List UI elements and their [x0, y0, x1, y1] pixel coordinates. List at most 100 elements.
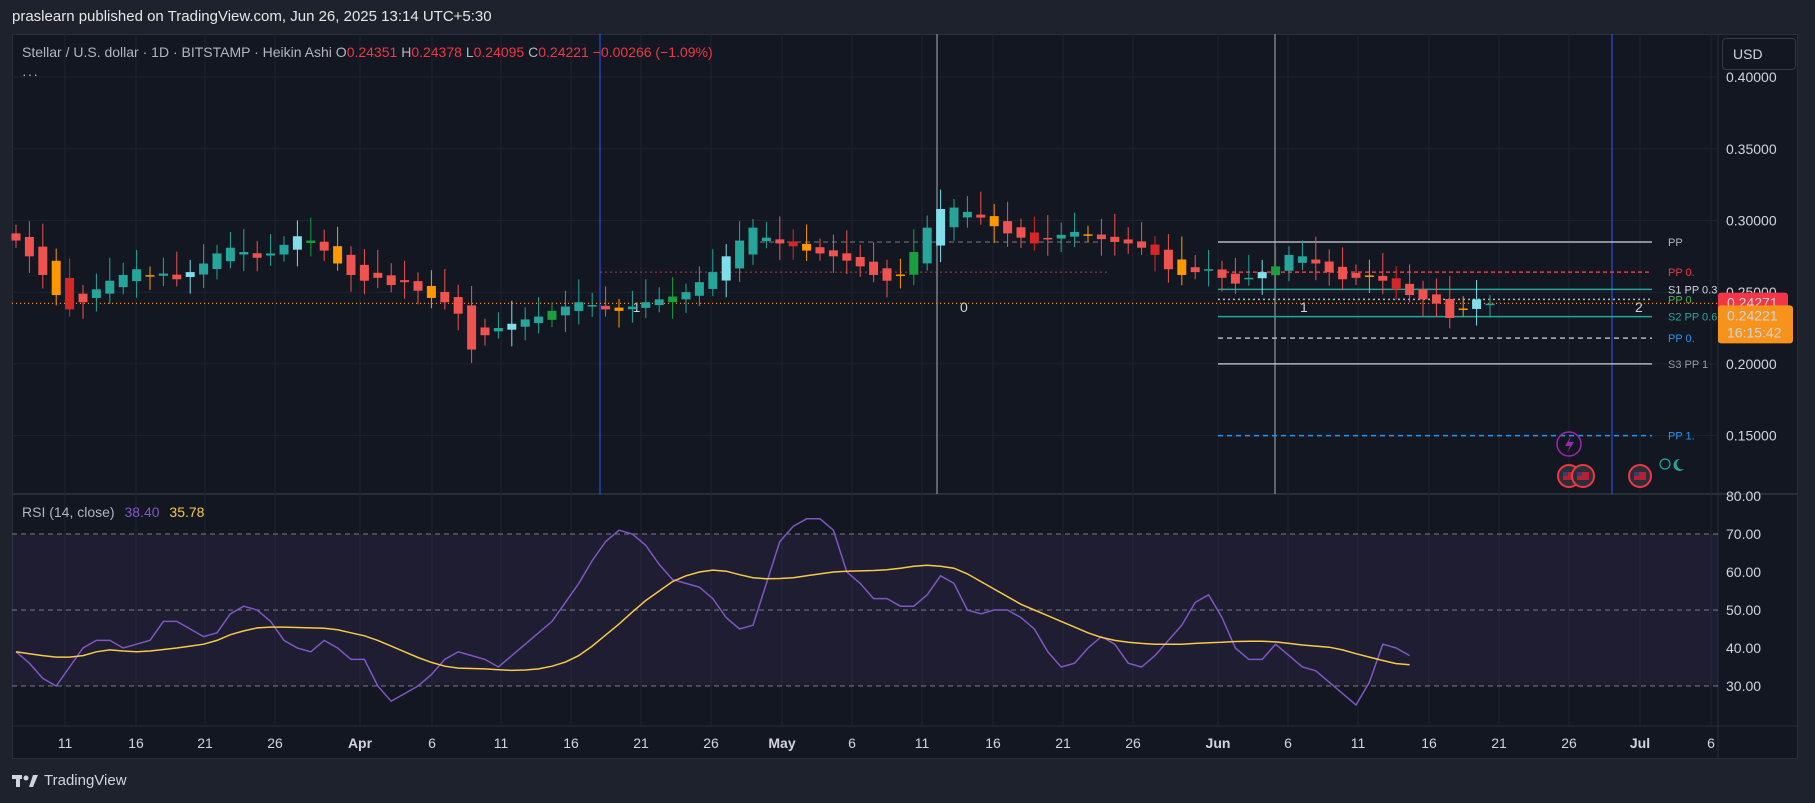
candle-body: [1485, 303, 1495, 306]
rsi-value: 38.40: [124, 504, 160, 520]
x-tick-label: Apr: [348, 735, 373, 751]
candle-body: [1083, 234, 1093, 236]
rsi-label: RSI (14, close): [22, 504, 115, 520]
candle-body: [949, 207, 959, 228]
candle-body: [601, 305, 611, 310]
candle-body: [373, 272, 383, 278]
high-value: 0.24378: [411, 44, 462, 60]
x-tick-label: Jun: [1206, 735, 1231, 751]
candle-body: [1297, 256, 1307, 263]
change-value: −0.00266 (−1.09%): [592, 44, 713, 60]
y-tick-label: 0.40000: [1726, 69, 1777, 85]
x-tick-label: Jul: [1630, 735, 1650, 751]
candle-body: [507, 323, 517, 330]
x-tick-label: 6: [428, 735, 436, 751]
x-tick-label: 21: [1491, 735, 1507, 751]
x-tick-label: 11: [915, 735, 930, 751]
currency-button[interactable]: USD: [1722, 38, 1796, 70]
candle-body: [24, 236, 34, 257]
candle-body: [158, 273, 168, 276]
candle-body: [895, 274, 905, 277]
published-banner: praslearn published on TradingView.com, …: [12, 8, 492, 25]
candle-body: [976, 214, 986, 218]
moon-icon: [1673, 458, 1684, 471]
candle-body: [574, 302, 584, 311]
candle-body: [132, 269, 142, 282]
footer-brand[interactable]: TradingView: [44, 772, 127, 789]
rsi-tick-label: 40.00: [1726, 640, 1761, 656]
rsi-legend: RSI (14, close) 38.40 35.78: [22, 504, 204, 520]
candle-body: [842, 253, 852, 261]
candle-body: [1204, 269, 1214, 271]
y-tick-label: 0.15000: [1726, 428, 1777, 444]
candle-body: [654, 299, 664, 306]
candle-body: [1472, 299, 1482, 309]
candle-body: [534, 316, 544, 324]
candle-body: [1230, 273, 1240, 284]
lightning-bolt-icon: [1565, 436, 1574, 453]
more-icon[interactable]: ···: [22, 66, 39, 82]
rsi-tick-label: 30.00: [1726, 678, 1761, 694]
x-tick-label: May: [768, 735, 795, 751]
candle-body: [1324, 261, 1334, 273]
cycle-marker-label: 2: [1635, 299, 1643, 315]
us-flag-icon: [1577, 472, 1589, 480]
candle-body: [882, 268, 892, 281]
y-tick-label: 0.35000: [1726, 141, 1777, 157]
candle-body: [547, 310, 557, 320]
close-label: C: [528, 44, 539, 60]
candle-body: [145, 275, 155, 277]
candle-body: [1043, 237, 1053, 240]
candle-body: [493, 328, 503, 332]
chart-frame: [12, 34, 1798, 759]
candle-body: [989, 216, 999, 227]
pivot-label: PP: [1668, 237, 1683, 249]
overlay-lines: -1012PPPP 0.S1 PP 0.3PP 0.S2 PP 0.6PP 0.…: [12, 34, 1718, 494]
x-tick-label: 6: [1707, 735, 1715, 751]
candle-body: [855, 256, 865, 267]
candle-body: [909, 252, 919, 275]
pivot-label: PP 0.: [1668, 333, 1695, 345]
candle-body: [1364, 275, 1374, 277]
candle-body: [1418, 289, 1428, 300]
lightning-icon: [1556, 431, 1582, 457]
x-tick-label: 11: [1351, 735, 1366, 751]
candle-body: [252, 253, 262, 258]
tradingview-logo-icon[interactable]: [12, 774, 38, 788]
candle-body: [453, 297, 463, 314]
x-tick-label: 21: [197, 735, 213, 751]
candle-body: [413, 281, 423, 291]
candle-body: [708, 272, 718, 289]
candle-body: [1150, 244, 1160, 255]
candle-body: [105, 280, 115, 294]
x-tick-label: 26: [1125, 735, 1141, 751]
candle-body: [400, 280, 410, 283]
x-tick-label: 16: [563, 735, 579, 751]
x-tick-label: 16: [985, 735, 1001, 751]
sun-icon: [1659, 458, 1671, 470]
candle-body: [306, 240, 316, 243]
open-label: O: [335, 44, 347, 60]
candle-body: [735, 240, 745, 269]
rsi-tick-label: 50.00: [1726, 602, 1761, 618]
rsi-tick-label: 60.00: [1726, 564, 1761, 580]
candle-body: [1029, 232, 1039, 244]
footer: TradingView: [12, 772, 127, 789]
candle-body: [333, 246, 343, 264]
candle-body: [1378, 275, 1388, 281]
pivot-label: S3 PP 1: [1668, 359, 1708, 371]
candle-body: [172, 274, 182, 280]
candle-body: [426, 285, 436, 298]
candle-body: [1338, 266, 1348, 280]
candle-body: [359, 264, 369, 281]
x-tick-label: 21: [633, 735, 649, 751]
rsi-line: [15, 518, 1410, 707]
candle-body: [614, 307, 624, 311]
candle-body: [828, 250, 838, 257]
cycle-marker-label: 0: [960, 299, 968, 315]
pivot-label: PP 0.: [1668, 267, 1695, 279]
candle-body: [386, 275, 396, 286]
candle-body: [815, 247, 825, 254]
rsi-band: [12, 534, 1718, 686]
